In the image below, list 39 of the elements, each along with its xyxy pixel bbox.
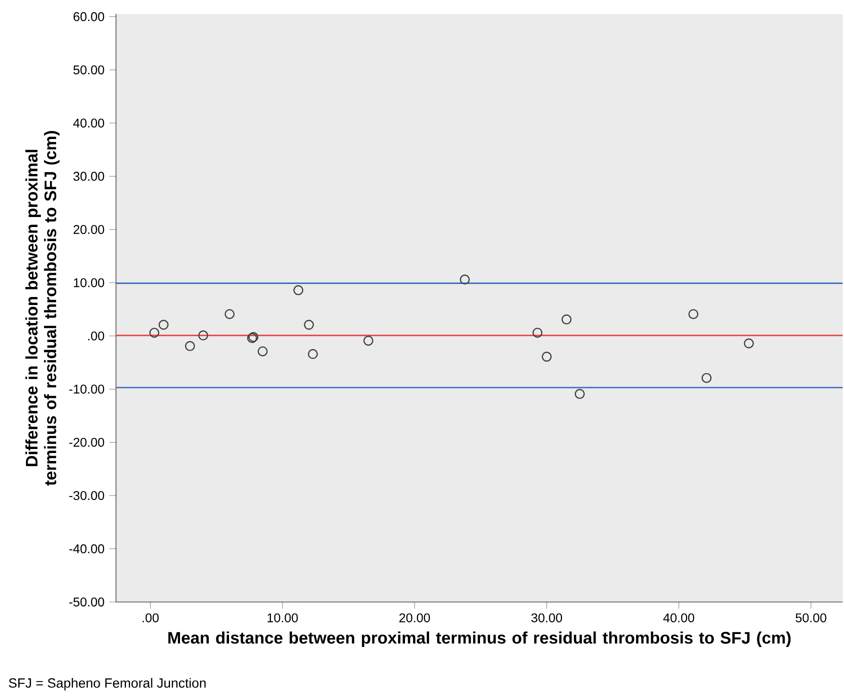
point <box>744 338 754 348</box>
point <box>158 320 169 330</box>
x-tick-label: 40.00 <box>663 613 694 622</box>
point <box>363 336 374 346</box>
point <box>304 320 314 330</box>
y-tick-label: 10.00 <box>74 278 104 288</box>
point <box>562 314 572 324</box>
y-tick-label: -10.00 <box>69 384 104 394</box>
point <box>574 388 585 399</box>
point <box>293 285 304 296</box>
point <box>688 309 698 320</box>
point <box>198 330 208 340</box>
x-axis-title: Mean distance between proximal terminus of residual thrombosis to SFJ (cm) <box>168 631 791 648</box>
y-tick-label: 20.00 <box>74 225 104 234</box>
y-tick-label: -40.00 <box>69 544 104 554</box>
point <box>702 372 712 383</box>
x-tick-label: 10.00 <box>268 613 298 622</box>
point <box>532 328 542 338</box>
x-tick-label: 50.00 <box>796 613 826 622</box>
y-tick-label: 60.00 <box>74 12 104 22</box>
text: SFJ = Sapheno Femoral Junction <box>8 678 206 690</box>
y-tick-label: .00 <box>88 331 104 340</box>
point <box>308 349 318 360</box>
x-tick-label: .00 <box>142 613 159 622</box>
point <box>460 274 470 285</box>
y-tick-label: 30.00 <box>73 172 104 181</box>
point <box>224 309 235 320</box>
y-tick-label: 50.00 <box>73 65 104 74</box>
point <box>542 352 552 362</box>
y-tick-label: 40.00 <box>73 118 104 128</box>
point <box>149 328 160 338</box>
x-tick-label: 20.00 <box>399 613 430 622</box>
point <box>184 341 195 352</box>
y-tick-label: -30.00 <box>69 491 104 500</box>
point <box>258 346 268 356</box>
y-tick-label: -50.00 <box>69 598 104 606</box>
x-tick-label: 30.00 <box>531 613 562 622</box>
y-tick-label: -20.00 <box>69 438 104 447</box>
y-axis-title: Difference in location between proximal terminus of residual thrombosis to SFJ (cm) <box>25 131 60 486</box>
